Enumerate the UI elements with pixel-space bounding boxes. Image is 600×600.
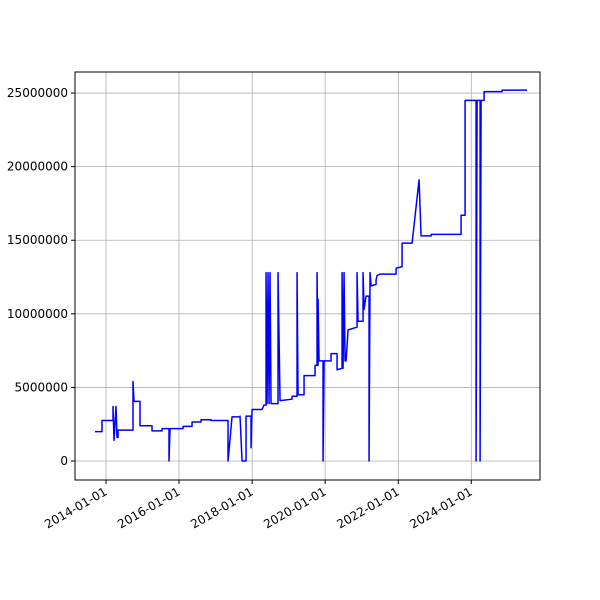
y-tick-label: 15000000 (7, 233, 68, 247)
y-tick-label: 10000000 (7, 307, 68, 321)
line (95, 89, 528, 462)
y-tick-label: 0 (60, 454, 68, 468)
y-tick-label: 5000000 (15, 380, 68, 394)
plot (95, 89, 528, 462)
grid (75, 72, 540, 480)
axes-frame (74, 71, 541, 481)
y-tick-label: 25000000 (7, 86, 68, 100)
y-tick-label: 20000000 (7, 160, 68, 174)
